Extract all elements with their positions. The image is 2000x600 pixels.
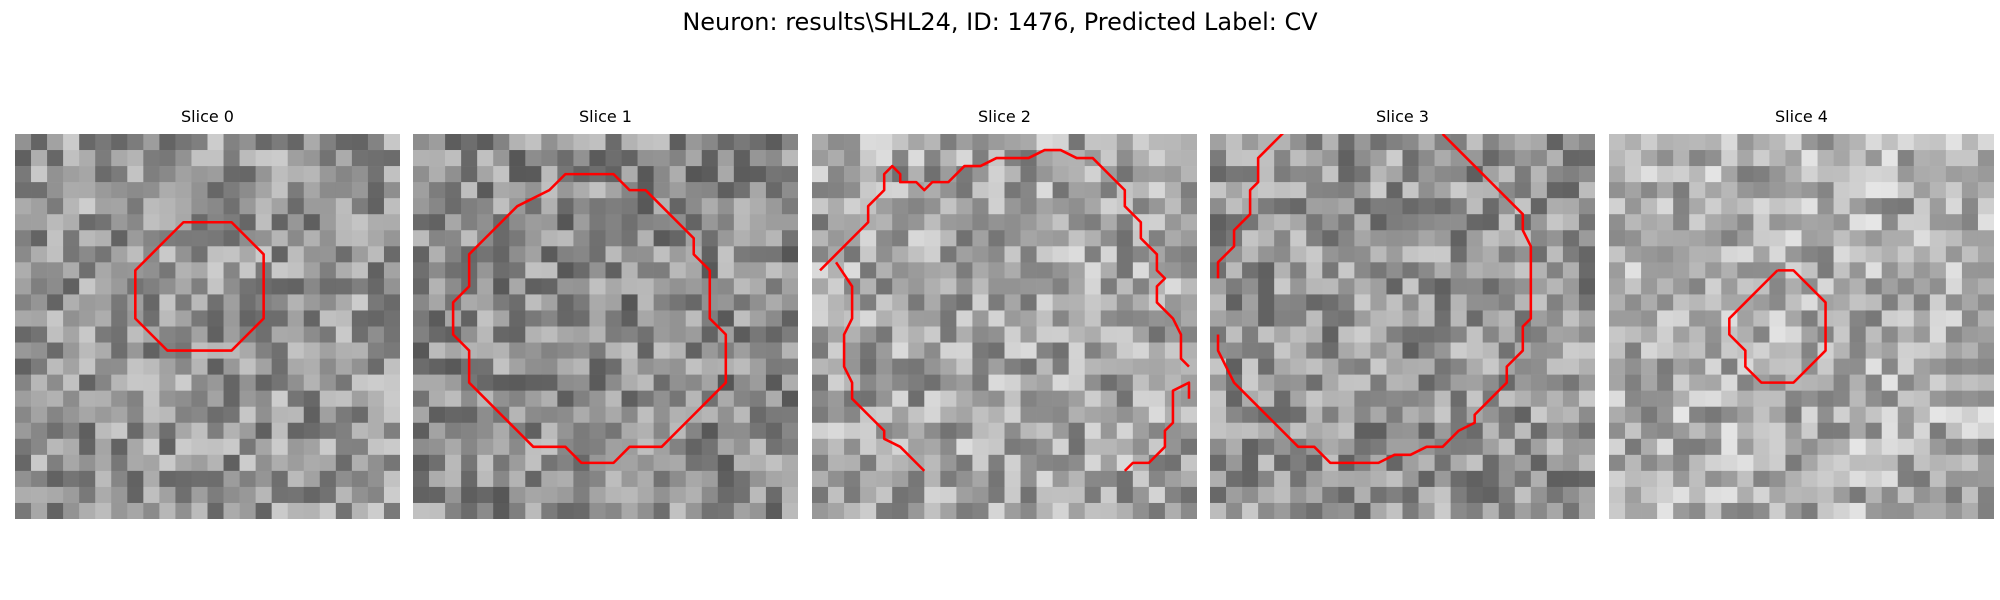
slice-svg bbox=[812, 134, 1197, 519]
slice-title: Slice 3 bbox=[1210, 107, 1595, 127]
slice-svg bbox=[15, 134, 400, 519]
slice-image bbox=[1210, 134, 1595, 519]
slice-title: Slice 1 bbox=[413, 107, 798, 127]
pixel-texture bbox=[413, 134, 798, 519]
slice-panel-0: Slice 0 bbox=[15, 107, 400, 519]
slice-image bbox=[812, 134, 1197, 519]
slice-title: Slice 2 bbox=[812, 107, 1197, 127]
slice-panel-1: Slice 1 bbox=[413, 107, 798, 519]
pixel-texture bbox=[812, 134, 1197, 519]
slice-panel-4: Slice 4 bbox=[1609, 107, 1994, 519]
slice-image bbox=[413, 134, 798, 519]
slice-image bbox=[15, 134, 400, 519]
slice-panel-2: Slice 2 bbox=[812, 107, 1197, 519]
slice-title: Slice 4 bbox=[1609, 107, 1994, 127]
slice-svg bbox=[1210, 134, 1595, 519]
pixel-texture bbox=[1609, 134, 1994, 519]
slice-image bbox=[1609, 134, 1994, 519]
slice-panel-3: Slice 3 bbox=[1210, 107, 1595, 519]
slice-svg bbox=[1609, 134, 1994, 519]
slice-svg bbox=[413, 134, 798, 519]
pixel-texture bbox=[1210, 134, 1595, 519]
pixel-texture bbox=[15, 134, 400, 519]
figure-title: Neuron: results\SHL24, ID: 1476, Predict… bbox=[0, 6, 2000, 38]
slice-title: Slice 0 bbox=[15, 107, 400, 127]
